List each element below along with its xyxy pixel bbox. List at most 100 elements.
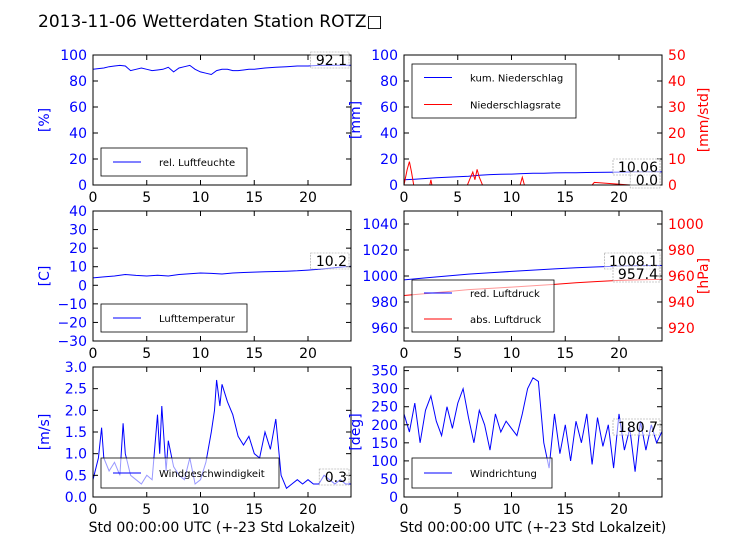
x-tick-label: 10 bbox=[192, 502, 210, 518]
legend-label: red. Luftdruck bbox=[470, 289, 540, 300]
y-tick-label: 0 bbox=[78, 178, 87, 194]
legend-label: rel. Luftfeuchte bbox=[159, 158, 235, 169]
y2-tick-label: 50 bbox=[668, 48, 686, 64]
y2-axis-label: [mm/std] bbox=[696, 88, 712, 153]
x-tick-label: 5 bbox=[142, 190, 151, 206]
x-tick-label: 5 bbox=[453, 190, 462, 206]
value-box bbox=[612, 265, 661, 283]
y2-tick-label: 40 bbox=[668, 74, 686, 90]
y-tick-label: −20 bbox=[57, 315, 87, 331]
value-label: 0.0 bbox=[636, 173, 658, 189]
y-tick-label: 0.5 bbox=[65, 468, 87, 484]
x-tick-label: 10 bbox=[503, 190, 521, 206]
value-box bbox=[612, 158, 661, 176]
x-tick-label: 20 bbox=[299, 346, 317, 362]
y-tick-label: 50 bbox=[380, 472, 398, 488]
legend: kum. Niederschlag Niederschlagsrate bbox=[411, 63, 577, 119]
y-axis-label: [deg] bbox=[348, 413, 364, 450]
y-tick-label: 1.0 bbox=[65, 447, 87, 463]
y-tick-label: 350 bbox=[371, 364, 398, 380]
legend-label: Lufttemperatur bbox=[159, 314, 236, 325]
y-tick-label: 3.0 bbox=[65, 360, 87, 376]
y2-tick-label: 0 bbox=[668, 178, 677, 194]
legend-label: Niederschlagsrate bbox=[470, 101, 561, 112]
legend-label: abs. Luftdruck bbox=[470, 315, 541, 326]
y-tick-label: 960 bbox=[371, 321, 398, 337]
y2-tick-label: 1000 bbox=[668, 217, 704, 233]
x-tick-label: 0 bbox=[400, 346, 409, 362]
x-tick-label: 15 bbox=[245, 502, 263, 518]
series-line-humidity-0 bbox=[93, 64, 351, 76]
y-tick-label: 20 bbox=[380, 152, 398, 168]
y-axis-label: [m/s] bbox=[37, 414, 53, 451]
legend: Windrichtung bbox=[411, 457, 553, 489]
legend-box bbox=[411, 63, 577, 119]
x-tick-label: 15 bbox=[556, 190, 574, 206]
legend-label: Windrichtung bbox=[470, 469, 537, 480]
x-tick-label: 20 bbox=[610, 346, 628, 362]
panel-pressure: 0 5 10 15 20 960 980 1000 1020 1040 920 940 960 980 10… bbox=[362, 210, 712, 362]
x-tick-label: 0 bbox=[89, 346, 98, 362]
y-tick-label: 980 bbox=[371, 295, 398, 311]
value-box bbox=[629, 171, 661, 189]
x-tick-label: 15 bbox=[245, 190, 263, 206]
x-tick-label: 15 bbox=[245, 346, 263, 362]
legend-label: Windgeschwindigkeit bbox=[159, 469, 265, 480]
x-tick-label: 20 bbox=[299, 190, 317, 206]
y-tick-label: 200 bbox=[371, 418, 398, 434]
value-label: 957.4 bbox=[618, 267, 658, 283]
value-box bbox=[318, 468, 350, 486]
x-tick-label: 20 bbox=[610, 502, 628, 518]
x-tick-label: 5 bbox=[453, 502, 462, 518]
x-tick-label: 0 bbox=[400, 190, 409, 206]
panel-temperature: 0 5 10 15 20 −30 −20 −10 0 10 20 30 40 [C] Lufttempera… bbox=[37, 204, 352, 362]
x-tick-label: 15 bbox=[556, 502, 574, 518]
y-tick-label: 40 bbox=[69, 126, 87, 142]
x-tick-label: 5 bbox=[142, 346, 151, 362]
legend: rel. Luftfeuchte bbox=[100, 147, 248, 177]
y-tick-label: 1000 bbox=[362, 269, 398, 285]
x-tick-label: 0 bbox=[400, 502, 409, 518]
axes-frame bbox=[403, 366, 663, 498]
y-tick-label: 250 bbox=[371, 400, 398, 416]
value-box bbox=[310, 51, 350, 69]
x-tick-label: 10 bbox=[503, 346, 521, 362]
y-tick-label: 1.5 bbox=[65, 425, 87, 441]
y2-tick-label: 940 bbox=[668, 295, 695, 311]
x-tick-label: 20 bbox=[610, 190, 628, 206]
y-tick-label: 20 bbox=[69, 152, 87, 168]
y-tick-label: 0 bbox=[389, 490, 398, 506]
x-tick-label: 0 bbox=[89, 190, 98, 206]
legend-label: kum. Niederschlag bbox=[470, 74, 563, 85]
figure-title: 2013-11-06 Wetterdaten Station ROTZ□ bbox=[38, 12, 383, 32]
x-tick-label: 10 bbox=[192, 190, 210, 206]
y-tick-label: 60 bbox=[380, 100, 398, 116]
legend-box bbox=[411, 279, 555, 333]
y-tick-label: 300 bbox=[371, 382, 398, 398]
value-label: 180.7 bbox=[618, 420, 658, 436]
axes-frame bbox=[403, 54, 663, 186]
y-tick-label: 30 bbox=[69, 223, 87, 239]
panel-wind-speed: 0 5 10 15 20 0.0 0.5 1.0 1.5 2.0 2.5 3.0 [m/s] Std 00… bbox=[37, 360, 355, 536]
y-tick-label: −30 bbox=[57, 334, 87, 350]
y-tick-label: 40 bbox=[380, 126, 398, 142]
y-tick-label: 2.0 bbox=[65, 403, 87, 419]
y-tick-label: 20 bbox=[69, 241, 87, 257]
value-label: 0.3 bbox=[325, 470, 347, 486]
x-tick-label: 10 bbox=[192, 346, 210, 362]
y-axis-label: [C] bbox=[37, 266, 53, 287]
x-tick-label: 15 bbox=[556, 346, 574, 362]
y-tick-label: 150 bbox=[371, 436, 398, 452]
x-axis-label: Std 00:00:00 UTC (+-23 Std Lokalzeit) bbox=[400, 520, 667, 536]
y-tick-label: 0 bbox=[78, 278, 87, 294]
y-tick-label: 1040 bbox=[362, 217, 398, 233]
panel-humidity: 0 5 10 15 20 0 20 40 60 80 100 [%] rel. Luftfeuchte 9… bbox=[37, 48, 352, 206]
series-line-precipitation-1 bbox=[404, 161, 662, 185]
value-label: 92.1 bbox=[316, 53, 347, 69]
y-tick-label: 10 bbox=[69, 260, 87, 276]
series-line-wind-direction-0 bbox=[404, 377, 662, 472]
value-box bbox=[310, 252, 350, 270]
